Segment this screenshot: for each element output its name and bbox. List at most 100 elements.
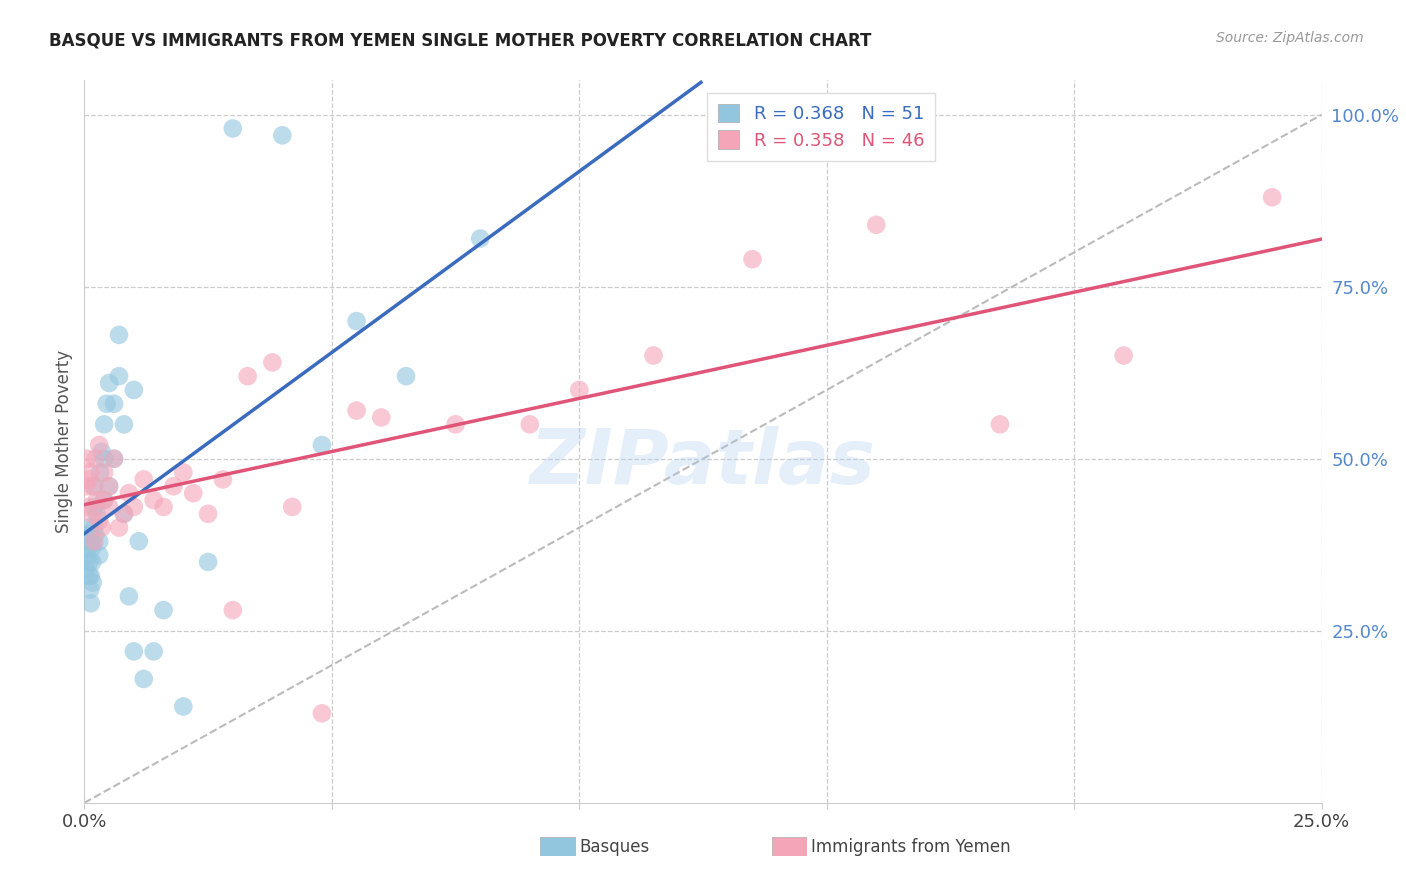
Point — [172, 466, 194, 480]
Point — [152, 603, 174, 617]
Point — [76, 548, 98, 562]
Point — [118, 590, 141, 604]
Point — [84, 527, 107, 541]
Point — [77, 520, 100, 534]
Point — [75, 562, 97, 576]
Point — [395, 369, 418, 384]
Legend: R = 0.368   N = 51, R = 0.358   N = 46: R = 0.368 N = 51, R = 0.358 N = 46 — [707, 93, 935, 161]
Point — [346, 403, 368, 417]
Point — [181, 486, 204, 500]
Point — [96, 397, 118, 411]
Point — [470, 231, 492, 245]
Point — [84, 451, 107, 466]
Point — [118, 486, 141, 500]
Point — [108, 327, 131, 342]
Point — [112, 507, 135, 521]
Point — [108, 520, 131, 534]
Point — [281, 500, 304, 514]
Point — [236, 369, 259, 384]
Point — [172, 699, 194, 714]
Point — [83, 500, 105, 514]
Point — [346, 314, 368, 328]
Point — [122, 383, 145, 397]
Point — [79, 568, 101, 582]
Point — [80, 507, 103, 521]
Point — [444, 417, 467, 432]
Point — [262, 355, 284, 369]
Point — [83, 520, 105, 534]
Text: BASQUE VS IMMIGRANTS FROM YEMEN SINGLE MOTHER POVERTY CORRELATION CHART: BASQUE VS IMMIGRANTS FROM YEMEN SINGLE M… — [49, 31, 872, 49]
Point — [568, 383, 591, 397]
Text: ZIPatlas: ZIPatlas — [530, 426, 876, 500]
Point — [1261, 190, 1284, 204]
Point — [222, 603, 245, 617]
Point — [76, 541, 98, 556]
Point — [93, 451, 115, 466]
Point — [128, 534, 150, 549]
Point — [77, 527, 100, 541]
Point — [93, 493, 115, 508]
Point — [86, 493, 108, 508]
Text: Source: ZipAtlas.com: Source: ZipAtlas.com — [1216, 31, 1364, 45]
Point — [112, 507, 135, 521]
Point — [82, 534, 104, 549]
Point — [162, 479, 184, 493]
Point — [370, 410, 392, 425]
Point — [132, 672, 155, 686]
Point — [93, 466, 115, 480]
Point — [89, 438, 111, 452]
Point — [152, 500, 174, 514]
Point — [519, 417, 541, 432]
Point — [83, 479, 105, 493]
Point — [865, 218, 887, 232]
Point — [82, 555, 104, 569]
Point — [271, 128, 294, 143]
Point — [142, 493, 165, 508]
Point — [93, 417, 115, 432]
Point — [132, 472, 155, 486]
Point — [98, 479, 121, 493]
Point — [83, 534, 105, 549]
Y-axis label: Single Mother Poverty: Single Mother Poverty — [55, 350, 73, 533]
Point — [89, 466, 111, 480]
Point — [76, 451, 98, 466]
Point — [77, 500, 100, 514]
Point — [103, 397, 125, 411]
Point — [98, 500, 121, 514]
Point — [79, 466, 101, 480]
Point — [643, 349, 665, 363]
Point — [212, 472, 235, 486]
Point — [103, 451, 125, 466]
Point — [122, 644, 145, 658]
Point — [741, 252, 763, 267]
Point — [103, 451, 125, 466]
Point — [90, 520, 112, 534]
Point — [311, 438, 333, 452]
Point — [89, 548, 111, 562]
Point — [197, 555, 219, 569]
Point — [93, 493, 115, 508]
Point — [79, 534, 101, 549]
Point — [122, 500, 145, 514]
Point — [82, 575, 104, 590]
Point — [82, 479, 104, 493]
Point — [89, 514, 111, 528]
Point — [311, 706, 333, 721]
Point — [89, 534, 111, 549]
Point — [80, 568, 103, 582]
Point — [80, 541, 103, 556]
Point — [86, 507, 108, 521]
Text: Immigrants from Yemen: Immigrants from Yemen — [811, 838, 1011, 855]
Point — [112, 417, 135, 432]
Point — [108, 369, 131, 384]
Point — [79, 555, 101, 569]
Point — [80, 596, 103, 610]
Point — [75, 479, 97, 493]
Text: Basques: Basques — [579, 838, 650, 855]
Point — [142, 644, 165, 658]
Point — [1112, 349, 1135, 363]
Point — [79, 472, 101, 486]
Point — [98, 376, 121, 390]
Point — [98, 479, 121, 493]
Point — [90, 445, 112, 459]
